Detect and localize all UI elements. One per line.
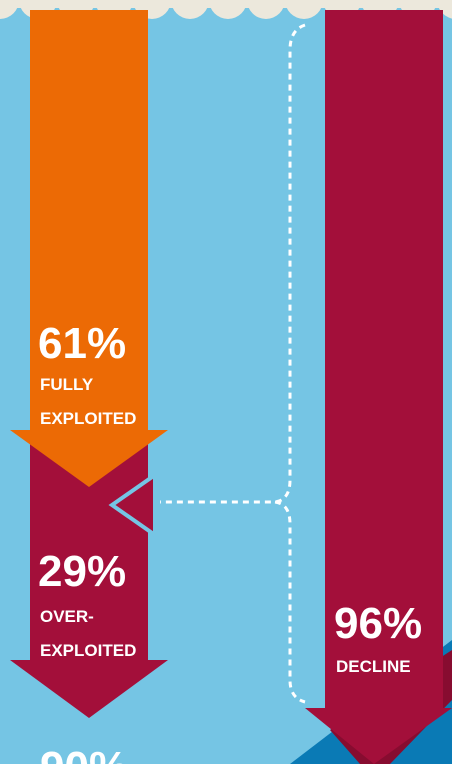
percent: 29%	[38, 547, 126, 596]
over-exploited-arrow	[10, 420, 168, 718]
label: EXPLOITED	[40, 641, 136, 660]
label: FULLY	[40, 375, 94, 394]
label: EXPLOITED	[40, 409, 136, 428]
percent: 96%	[334, 599, 422, 648]
label: OVER-	[40, 607, 94, 626]
fully-exploited-arrow	[10, 10, 168, 487]
percent: 61%	[38, 319, 126, 368]
label: DECLINE	[336, 657, 411, 676]
percent: 90%	[40, 743, 128, 764]
bracket	[160, 23, 306, 704]
decline-arrow	[305, 10, 452, 764]
